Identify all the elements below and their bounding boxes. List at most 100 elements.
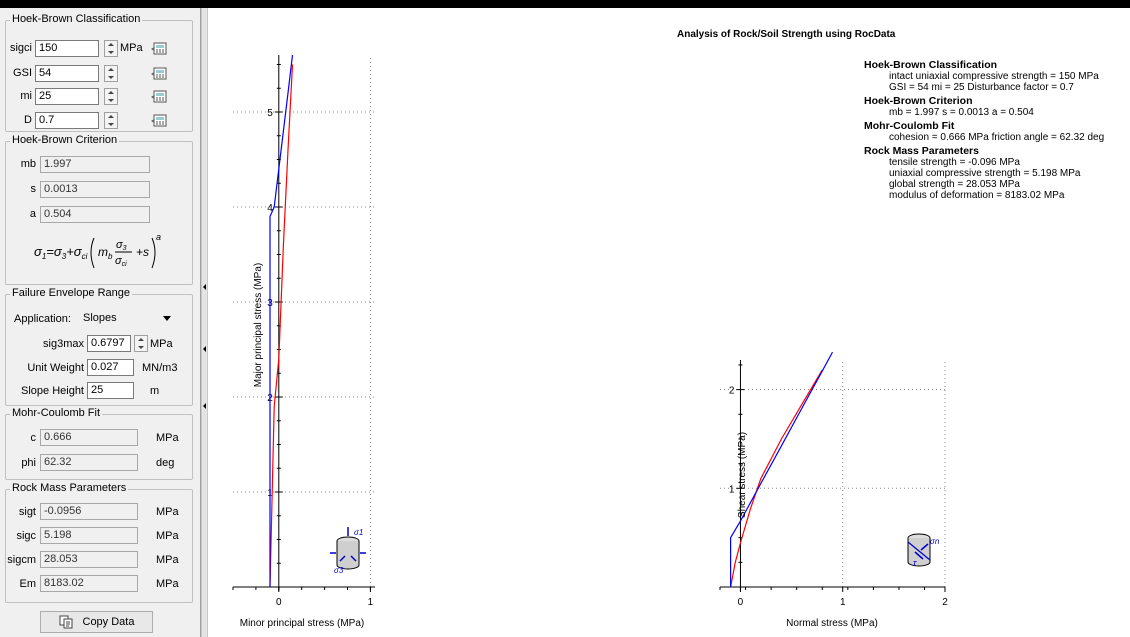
series-line [269,64,294,588]
application-label: Application: [14,313,71,325]
summary-heading: Mohr-Coulomb Fit [864,120,955,132]
svg-text:σ3: σ3 [116,239,127,252]
d-input[interactable]: 0.7 [35,112,99,129]
em-unit: MPa [156,578,179,590]
unit-weight-input[interactable]: 0.027 [87,359,134,376]
cylinder-body [907,538,931,567]
calculator-icon[interactable] [150,66,170,81]
tau-arrow [914,551,924,560]
s-value: 0.0013 [40,181,150,198]
sig3max-unit: MPa [150,338,173,350]
summary-line: intact uniaxial compressive strength = 1… [889,71,1099,82]
window-top-border [0,0,1130,8]
rock-mass-group: Rock Mass Parameters [5,482,193,603]
x-tick-label: 0 [276,597,282,608]
x-axis-label: Minor principal stress (MPa) [240,618,364,629]
series-line [269,54,294,587]
gsi-input[interactable]: 54 [35,65,99,82]
sigma3-arrow [350,555,357,562]
summary-line: global strength = 28.053 MPa [889,179,1020,190]
y-tick-label: 5 [267,108,273,119]
summary-heading: Hoek-Brown Classification [864,59,998,71]
sigma-n-arrow [920,543,929,551]
sigc-value: 5.198 [40,527,138,544]
mi-spinner[interactable] [104,88,118,105]
x-tick-label: 2 [942,597,948,608]
y-tick-label: 4 [267,203,273,214]
x-tick-label: 1 [368,597,374,608]
tau-symbol: τ [913,558,917,568]
analysis-title: Analysis of Rock/Soil Strength using Roc… [677,29,896,40]
slope-height-label: Slope Height [21,385,84,397]
sigma3-arrow [339,555,346,562]
a-label: a [29,208,36,220]
group-title: Hoek-Brown Criterion [10,134,120,146]
sigcm-value: 28.053 [40,551,138,568]
sigt-unit: MPa [156,506,179,518]
unit-weight-label: Unit Weight [27,362,84,374]
calculator-icon[interactable] [150,89,170,104]
summary-heading: Hoek-Brown Criterion [864,95,973,107]
em-value: 8183.02 [40,575,138,592]
mi-label: mi [20,90,32,102]
sigcm-unit: MPa [156,554,179,566]
sigci-unit: MPa [120,42,143,54]
sig3max-input[interactable]: 0.6797 [87,335,131,352]
failure-envelope-group: Failure Envelope Range [5,287,193,406]
sig3max-spinner[interactable] [134,335,148,352]
y-tick-label: 1 [729,484,735,495]
mi-input[interactable]: 25 [35,88,99,105]
x-axis-label: Normal stress (MPa) [786,618,878,629]
mb-value: 1.997 [40,156,150,173]
sigc-label: sigc [16,530,36,542]
unit-weight-unit: MN/m3 [142,362,178,374]
sigci-spinner[interactable] [104,40,118,57]
slope-height-input[interactable]: 25 [87,382,134,399]
hb-classification-group: Hoek-Brown Classification [5,13,193,132]
y-tick-label: 2 [729,386,735,397]
collapse-arrow-icon[interactable] [203,403,206,409]
panel-splitter[interactable] [201,8,208,637]
em-label: Em [19,578,37,590]
collapse-arrow-icon[interactable] [203,284,206,290]
summary-line: mb = 1.997 s = 0.0013 a = 0.504 [889,107,1034,118]
sigci-label: sigci [9,42,32,54]
application-dropdown[interactable]: Slopes [80,310,175,327]
gsi-label: GSI [13,67,32,79]
chevron-down-icon [163,316,171,321]
parameters-panel: Hoek-Brown Classification sigci 150 MPa … [0,8,201,637]
y-axis-label: Shear stress (MPa) [737,432,748,518]
sigma-n-symbol: σn [930,537,940,546]
sigci-input[interactable]: 150 [35,40,99,57]
summary-heading: Rock Mass Parameters [864,145,979,157]
chart-2: 0 1 2 1 2 Normal stress (MPa) Shear stress (MP… [719,351,948,629]
mb-label: mb [20,158,36,170]
summary-line: uniaxial compressive strength = 5.198 MP… [889,168,1081,179]
c-label: c [30,432,37,444]
gsi-spinner[interactable] [104,65,118,82]
calculator-icon[interactable] [150,41,170,56]
svg-text:+s: +s [136,245,149,259]
copy-icon [59,615,72,629]
phi-unit: deg [156,457,175,469]
summary-line: GSI = 54 mi = 25 Disturbance factor = 0.… [889,82,1074,93]
a-value: 0.504 [40,206,150,223]
calculator-icon[interactable] [150,113,170,128]
sigt-label: sigt [18,506,36,518]
copy-data-button[interactable]: Copy Data [40,611,153,633]
group-title: Mohr-Coulomb Fit [10,407,103,419]
summary-line: cohesion = 0.666 MPa friction angle = 62… [889,132,1105,143]
summary-line: tensile strength = -0.096 MPa [889,157,1020,168]
slope-height-unit: m [150,385,160,397]
d-label: D [24,114,32,126]
svg-text:a: a [156,232,161,242]
collapse-arrow-icon[interactable] [203,346,206,352]
cylinder-sample-icon: σ1 σ3 [330,527,366,575]
series-line [729,351,834,587]
sigt-value: -0.0956 [40,503,138,520]
sigma3-symbol: σ3 [334,566,344,575]
y-axis-label: Major principal stress (MPa) [253,263,264,387]
d-spinner[interactable] [104,112,118,129]
